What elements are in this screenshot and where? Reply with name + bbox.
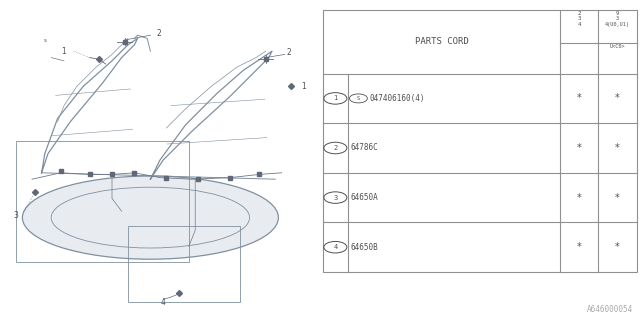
Text: 1: 1 bbox=[333, 95, 337, 101]
Ellipse shape bbox=[22, 176, 278, 259]
Text: PARTS CORD: PARTS CORD bbox=[415, 37, 468, 46]
Text: 047406160(4): 047406160(4) bbox=[370, 94, 426, 103]
Text: *: * bbox=[615, 242, 620, 252]
Text: *: * bbox=[577, 143, 582, 153]
Text: 3: 3 bbox=[333, 195, 337, 201]
Text: 64650A: 64650A bbox=[351, 193, 378, 202]
Text: 1: 1 bbox=[61, 47, 67, 56]
Text: 2: 2 bbox=[157, 29, 161, 38]
Bar bbox=[323, 10, 637, 272]
Text: 9
3
4(U0,U1): 9 3 4(U0,U1) bbox=[605, 11, 630, 27]
Text: *: * bbox=[615, 143, 620, 153]
Text: U<C0>: U<C0> bbox=[610, 44, 625, 50]
Bar bbox=[16, 141, 189, 262]
Text: *: * bbox=[577, 242, 582, 252]
Text: A646000054: A646000054 bbox=[588, 305, 634, 314]
Text: s: s bbox=[44, 37, 46, 43]
Text: 4: 4 bbox=[161, 298, 166, 307]
Text: *: * bbox=[615, 93, 620, 103]
Text: 2: 2 bbox=[333, 145, 337, 151]
Text: 64786C: 64786C bbox=[351, 143, 378, 153]
Text: 2: 2 bbox=[287, 48, 291, 57]
Text: *: * bbox=[577, 193, 582, 203]
Text: *: * bbox=[577, 93, 582, 103]
Text: 2
3
4: 2 3 4 bbox=[577, 11, 581, 27]
Text: 3: 3 bbox=[13, 212, 19, 220]
Text: *: * bbox=[615, 193, 620, 203]
Text: 1: 1 bbox=[301, 82, 305, 91]
Text: 64650B: 64650B bbox=[351, 243, 378, 252]
Bar bbox=[128, 226, 240, 302]
Text: 4: 4 bbox=[333, 244, 337, 250]
Text: S: S bbox=[356, 96, 360, 101]
